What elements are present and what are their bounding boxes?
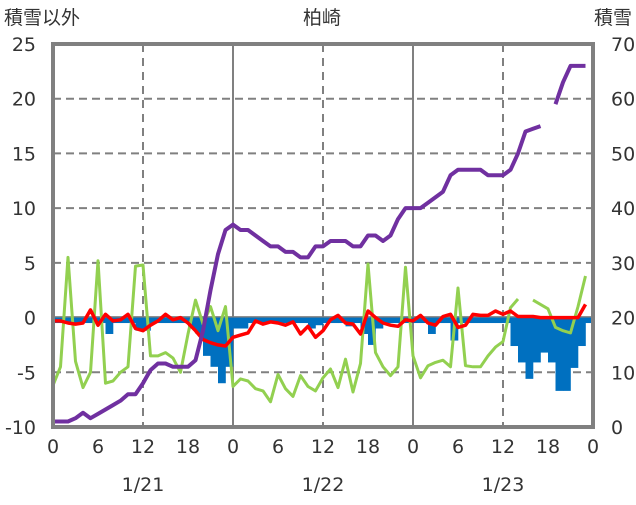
date-label: 1/22 [302,474,345,496]
bar [383,317,391,324]
bar [555,317,564,391]
bar [293,317,301,324]
bar [240,317,249,329]
left-tick-label: 5 [24,253,36,275]
right-tick-label: 70 [611,34,635,56]
right-tick-label: 10 [611,362,635,384]
line-series [51,63,588,424]
x-tick-label: 6 [452,436,464,458]
bar [285,317,294,324]
bar [510,317,519,347]
bar [135,317,144,331]
green-series-line [51,255,587,404]
right-axis-title: 積雪 [594,7,632,29]
right-tick-label: 0 [611,417,623,439]
bar [495,317,504,324]
x-tick-label: 12 [311,436,335,458]
bar [563,317,571,391]
x-tick-label: 0 [47,436,59,458]
bar [150,317,159,324]
bar [570,317,579,368]
bar [195,317,204,334]
right-tick-label: 60 [611,89,635,111]
snow-depth-line [53,63,586,424]
bar [158,317,166,324]
bar [488,317,496,324]
bar [548,317,556,363]
bar [233,317,241,329]
bar [308,317,316,329]
bar [578,317,586,347]
x-tick-label: 18 [536,436,560,458]
bar [353,317,361,324]
bar [165,317,174,324]
bar [585,317,594,324]
x-tick-label: 12 [131,436,155,458]
date-label: 1/23 [482,474,525,496]
bar [533,317,541,363]
bar [323,317,331,324]
bar [120,317,129,324]
left-axis-title: 積雪以外 [4,7,80,29]
bar [263,317,271,324]
left-tick-label: 25 [12,34,36,56]
bar [278,317,286,324]
bar [443,317,451,324]
x-tick-label: 6 [272,436,284,458]
bar [300,317,309,324]
bar [413,317,421,324]
left-tick-label: 10 [12,198,36,220]
right-tick-label: 50 [611,143,635,165]
bar [105,317,114,334]
bar [248,317,256,324]
chart-title: 柏崎 [303,7,341,29]
left-tick-label: 0 [24,308,36,330]
right-tick-label: 30 [611,253,635,275]
right-tick-label: 20 [611,308,635,330]
x-tick-label: 6 [92,436,104,458]
plot-frame [51,42,595,429]
bar [75,317,84,324]
bar [540,317,549,353]
x-tick-label: 0 [407,436,419,458]
date-label: 1/21 [122,474,165,496]
bar [473,317,481,324]
bar [375,317,384,329]
bar [518,317,526,363]
x-tick-label: 0 [587,436,599,458]
x-tick-label: 12 [491,436,515,458]
bar [270,317,279,324]
x-tick-label: 18 [356,436,380,458]
bar [525,317,534,379]
bar [218,317,226,384]
bar [368,317,376,345]
red-series-line [53,303,588,348]
left-tick-label: -5 [17,362,36,384]
x-tick-label: 18 [176,436,200,458]
bar [83,317,91,324]
bar [390,317,399,324]
left-tick-label: 20 [12,89,36,111]
bar [255,317,264,324]
bar [203,317,211,356]
left-tick-label: -10 [5,417,36,439]
grid [53,44,593,427]
left-tick-label: 15 [12,143,36,165]
bar [315,317,324,326]
plot-border [51,42,595,429]
x-tick-label: 0 [227,436,239,458]
bar [480,317,489,324]
bar [330,317,339,324]
right-tick-label: 40 [611,198,635,220]
